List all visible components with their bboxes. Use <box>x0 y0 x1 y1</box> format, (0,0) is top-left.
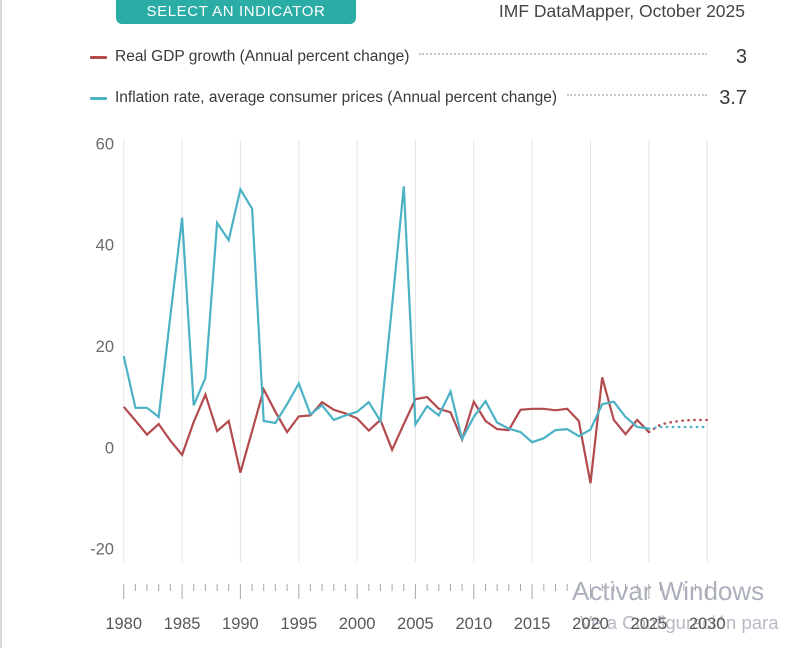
legend-leader-gdp <box>419 53 707 55</box>
svg-text:1990: 1990 <box>222 615 259 633</box>
svg-text:40: 40 <box>96 237 114 255</box>
svg-text:60: 60 <box>96 135 114 153</box>
gdp-line-swatch <box>90 55 107 59</box>
svg-text:2020: 2020 <box>572 615 609 633</box>
legend-label-inflation[interactable]: Inflation rate, average consumer prices … <box>115 89 557 106</box>
legend-value-gdp: 3 <box>735 45 747 68</box>
legend-item-gdp[interactable]: Real GDP growth (Annual percent change) … <box>90 46 747 68</box>
svg-text:1980: 1980 <box>105 615 142 633</box>
svg-text:2015: 2015 <box>514 615 551 633</box>
select-indicator-button[interactable]: SELECT AN INDICATOR <box>116 0 356 24</box>
svg-text:2010: 2010 <box>455 615 492 633</box>
svg-text:0: 0 <box>105 439 114 457</box>
svg-text:1985: 1985 <box>164 615 201 633</box>
svg-text:1995: 1995 <box>280 615 317 633</box>
svg-text:2030: 2030 <box>689 615 726 633</box>
datamapper-title: IMF DataMapper, October 2025 <box>498 1 745 21</box>
svg-text:2025: 2025 <box>631 615 668 633</box>
svg-text:2005: 2005 <box>397 615 434 633</box>
windows-activation-watermark-line1: Activar Windows <box>572 576 765 606</box>
legend-item-inflation[interactable]: Inflation rate, average consumer prices … <box>90 87 747 109</box>
legend-label-gdp[interactable]: Real GDP growth (Annual percent change) <box>115 48 410 65</box>
windows-activation-watermark-line2: Ve a Configuración para <box>580 612 779 633</box>
svg-text:-20: -20 <box>90 541 114 559</box>
inflation-line-swatch <box>90 96 107 100</box>
svg-text:20: 20 <box>96 338 114 356</box>
legend-value-inflation: 3.7 <box>719 86 747 109</box>
svg-text:2000: 2000 <box>339 615 376 633</box>
legend-leader-inflation <box>567 94 707 96</box>
